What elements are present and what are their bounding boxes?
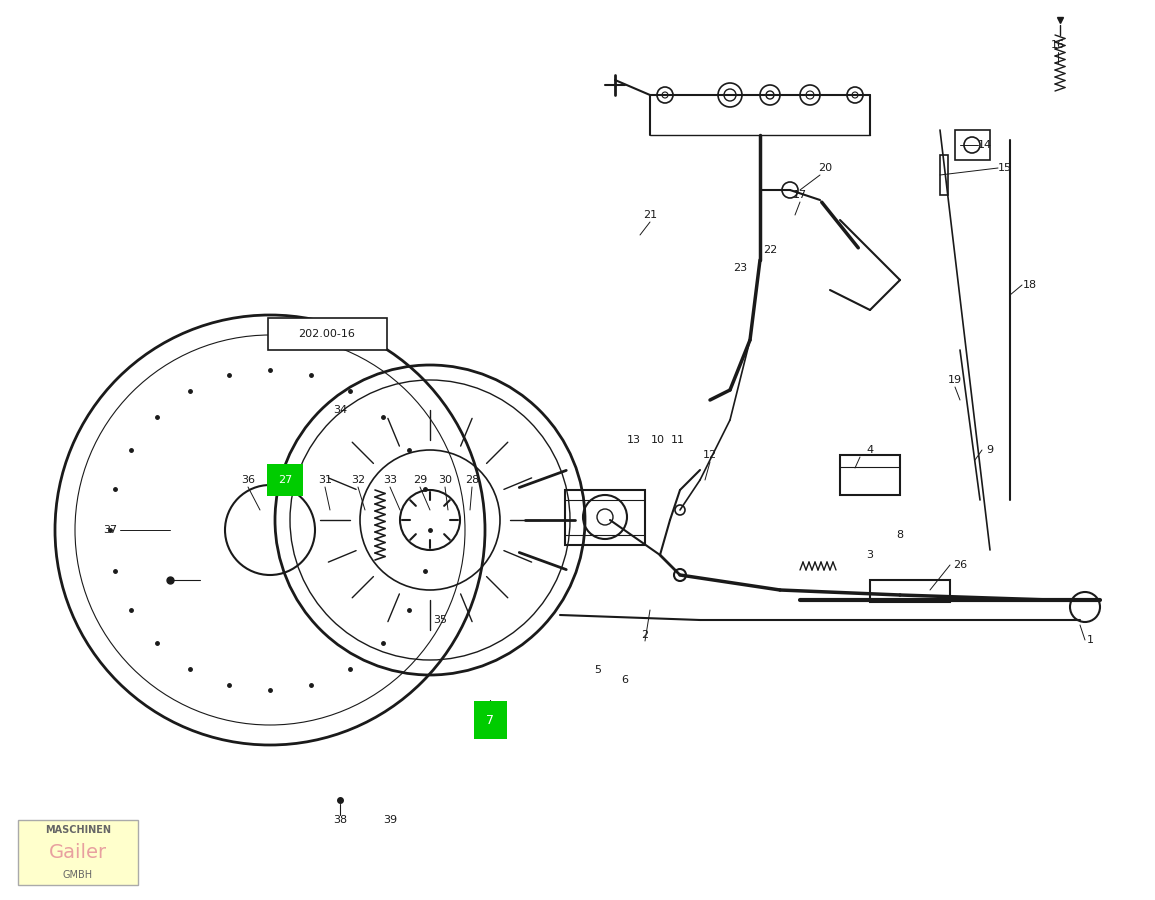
Text: 37: 37 <box>103 525 117 535</box>
Bar <box>565 490 644 545</box>
Text: 14: 14 <box>978 140 992 150</box>
Text: 33: 33 <box>383 475 397 485</box>
Text: 27: 27 <box>278 475 292 485</box>
Text: 4: 4 <box>866 445 873 455</box>
Text: 18: 18 <box>1023 280 1037 290</box>
Text: 10: 10 <box>651 435 665 445</box>
Text: 13: 13 <box>627 435 641 445</box>
Text: 32: 32 <box>351 475 365 485</box>
FancyBboxPatch shape <box>268 318 387 350</box>
Text: 19: 19 <box>948 375 962 385</box>
Text: Gailer: Gailer <box>49 843 107 862</box>
Text: 7: 7 <box>486 714 494 726</box>
Text: 23: 23 <box>733 263 747 273</box>
Bar <box>840 455 900 495</box>
Text: 34: 34 <box>333 405 346 415</box>
Text: 9: 9 <box>986 445 993 455</box>
Text: 38: 38 <box>333 815 346 825</box>
Text: 21: 21 <box>643 210 657 220</box>
Text: 22: 22 <box>762 245 777 255</box>
Bar <box>955 130 990 160</box>
Text: 8: 8 <box>896 530 903 540</box>
Text: 28: 28 <box>464 475 479 485</box>
Text: 2: 2 <box>641 630 649 640</box>
Text: 29: 29 <box>412 475 427 485</box>
Bar <box>18 820 137 885</box>
Text: 39: 39 <box>383 815 397 825</box>
Text: 26: 26 <box>953 560 967 570</box>
Text: 31: 31 <box>318 475 331 485</box>
Text: 36: 36 <box>241 475 255 485</box>
Text: 17: 17 <box>793 190 807 200</box>
Text: 6: 6 <box>621 675 628 685</box>
Bar <box>940 155 948 195</box>
Bar <box>870 580 951 602</box>
Text: 12: 12 <box>703 450 717 460</box>
Text: 15: 15 <box>998 163 1012 173</box>
Text: 30: 30 <box>438 475 452 485</box>
Text: 202.00-16: 202.00-16 <box>298 329 356 339</box>
FancyArrowPatch shape <box>821 202 858 248</box>
Text: GMBH: GMBH <box>62 870 94 880</box>
Text: 11: 11 <box>671 435 685 445</box>
Text: MASCHINEN: MASCHINEN <box>45 825 111 835</box>
Text: 5: 5 <box>595 665 602 675</box>
Text: 3: 3 <box>866 550 873 560</box>
Text: 20: 20 <box>818 163 832 173</box>
Text: 35: 35 <box>433 615 447 625</box>
Text: 1: 1 <box>1087 635 1094 645</box>
Text: 16: 16 <box>1051 40 1065 50</box>
